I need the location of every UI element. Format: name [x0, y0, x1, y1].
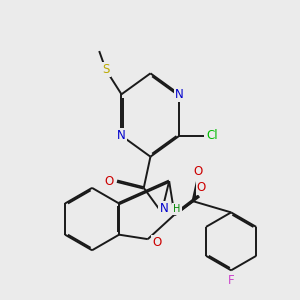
Text: N: N [117, 129, 126, 142]
Text: O: O [193, 165, 202, 178]
Text: N: N [175, 88, 184, 101]
Text: H: H [173, 204, 181, 214]
Text: N: N [159, 202, 168, 215]
Text: S: S [102, 63, 110, 76]
Text: O: O [196, 182, 206, 194]
Text: F: F [228, 274, 234, 286]
Text: O: O [152, 236, 161, 249]
Text: Cl: Cl [206, 129, 218, 142]
Text: O: O [104, 175, 114, 188]
